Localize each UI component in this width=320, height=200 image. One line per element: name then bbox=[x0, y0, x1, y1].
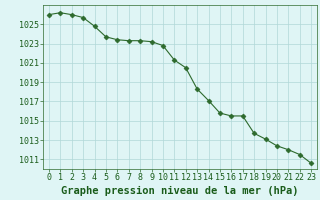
X-axis label: Graphe pression niveau de la mer (hPa): Graphe pression niveau de la mer (hPa) bbox=[61, 186, 299, 196]
